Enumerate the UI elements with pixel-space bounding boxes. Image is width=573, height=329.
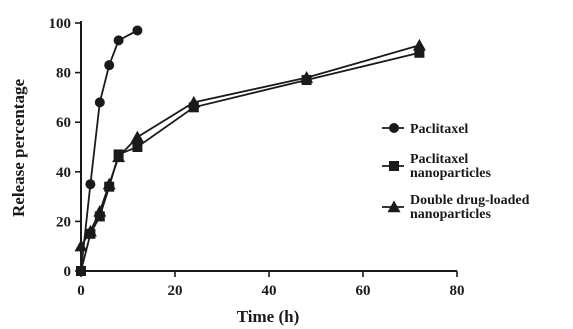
data-point-circle xyxy=(113,35,124,46)
legend-marker-circle xyxy=(389,123,399,133)
data-point-square xyxy=(414,47,425,58)
data-point-circle xyxy=(85,179,96,190)
x-tick-label: 20 xyxy=(168,283,183,299)
data-point-square xyxy=(132,142,143,152)
series-group xyxy=(74,25,426,276)
legend-label: nanoparticles xyxy=(410,207,491,222)
y-tick-label: 40 xyxy=(56,165,71,181)
series-line-square xyxy=(80,51,420,272)
data-point-triangle xyxy=(102,177,116,190)
x-axis-title: Time (h) xyxy=(237,307,300,326)
data-point-triangle xyxy=(300,71,314,83)
data-point-triangle xyxy=(412,38,426,51)
data-point-square xyxy=(76,266,86,276)
data-point-triangle xyxy=(93,204,107,217)
series-square xyxy=(76,47,425,276)
legend-marker-square xyxy=(389,161,399,171)
y-tick-label: 20 xyxy=(56,214,71,230)
legend: PaclitaxelPaclitaxelnanoparticlesDouble … xyxy=(382,122,530,222)
y-tick-label: 100 xyxy=(49,16,72,32)
series-triangle xyxy=(74,38,426,252)
y-tick-label: 60 xyxy=(56,115,71,131)
legend-label: Paclitaxel xyxy=(410,122,468,137)
legend-label: Double drug-loaded xyxy=(410,193,530,208)
data-point-triangle xyxy=(83,224,97,237)
data-point-triangle xyxy=(130,130,144,143)
data-point-triangle xyxy=(187,95,201,108)
legend-label: nanoparticles xyxy=(410,166,491,181)
data-point-circle xyxy=(94,97,105,108)
x-tick-label: 60 xyxy=(356,283,371,299)
data-point-circle xyxy=(132,25,143,36)
x-tick-label: 80 xyxy=(450,283,465,299)
legend-label: Paclitaxel xyxy=(410,152,468,167)
y-tick-label: 80 xyxy=(56,66,71,82)
data-point-circle xyxy=(104,60,115,71)
ticks: 0 20 40 60 80 100 0 20 40 60 80 xyxy=(49,16,465,299)
y-tick-label: 0 xyxy=(64,264,72,280)
y-axis-title: Release percentage xyxy=(9,79,28,217)
x-tick-label: 0 xyxy=(77,283,85,299)
series-line-triangle xyxy=(80,44,420,247)
x-tick-label: 40 xyxy=(262,283,277,299)
data-point-triangle xyxy=(112,150,126,163)
legend-item-circle: Paclitaxel xyxy=(382,122,468,137)
legend-marker-triangle xyxy=(387,200,401,213)
data-point-triangle xyxy=(74,239,88,252)
